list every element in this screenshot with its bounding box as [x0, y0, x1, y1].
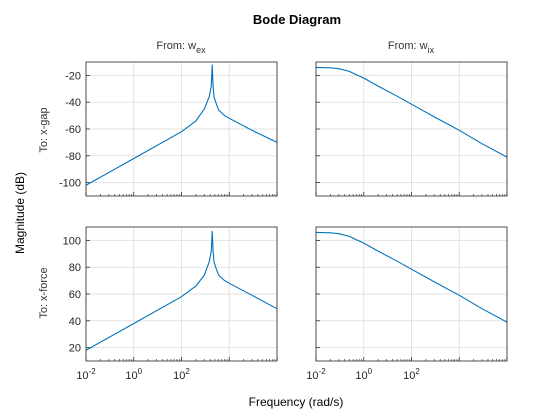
y-tick-label: 100: [63, 235, 81, 247]
column-label-from-wex: From: wex: [156, 40, 206, 55]
row-label-x-force: To: x-force: [38, 267, 50, 318]
x-tick-label: 102: [403, 367, 420, 382]
y-tick-label: 40: [69, 316, 81, 328]
panel-border: [85, 226, 278, 362]
magnitude-line: [86, 64, 277, 186]
x-axis-label: Frequency (rad/s): [249, 395, 344, 409]
column-label-main: From: w: [156, 40, 196, 52]
column-label-from-wix: From: wix: [388, 40, 435, 55]
y-tick-label: -60: [65, 124, 81, 136]
y-tick-label: -100: [59, 178, 81, 190]
y-tick-label: -40: [65, 97, 81, 109]
y-tick-label: 80: [69, 262, 81, 274]
y-tick-label: 20: [69, 343, 81, 355]
row-label-x-gap: To: x-gap: [38, 107, 50, 152]
panel-r1-c0: 20 40 60 80 100 10-2 100 102: [63, 226, 278, 382]
column-label-sub: ex: [196, 45, 206, 55]
y-axis-label: Magnitude (dB): [13, 172, 27, 254]
column-label-main: From: w: [388, 40, 428, 52]
x-tick-label: 10-2: [76, 367, 96, 382]
x-tick-label: 100: [355, 367, 372, 382]
column-label-sub: ix: [428, 45, 435, 55]
chart-title: Bode Diagram: [253, 12, 341, 27]
x-tick-label: 10-2: [306, 367, 326, 382]
panel-r0-c0: -20 -40 -60 -80 -100: [59, 61, 278, 197]
x-tick-label: 100: [125, 367, 142, 382]
panel-border: [315, 226, 508, 362]
magnitude-line: [316, 66, 507, 158]
y-tick-label: -80: [65, 151, 81, 163]
x-tick-label: 102: [173, 367, 190, 382]
panel-border: [315, 61, 508, 197]
y-tick-label: -20: [65, 70, 81, 82]
panel-r0-c1: [315, 61, 508, 197]
y-tick-label: 60: [69, 289, 81, 301]
magnitude-line: [86, 230, 277, 351]
panel-r1-c1: 10-2 100 102: [306, 226, 508, 382]
panel-border: [85, 61, 278, 197]
magnitude-line: [316, 231, 507, 323]
